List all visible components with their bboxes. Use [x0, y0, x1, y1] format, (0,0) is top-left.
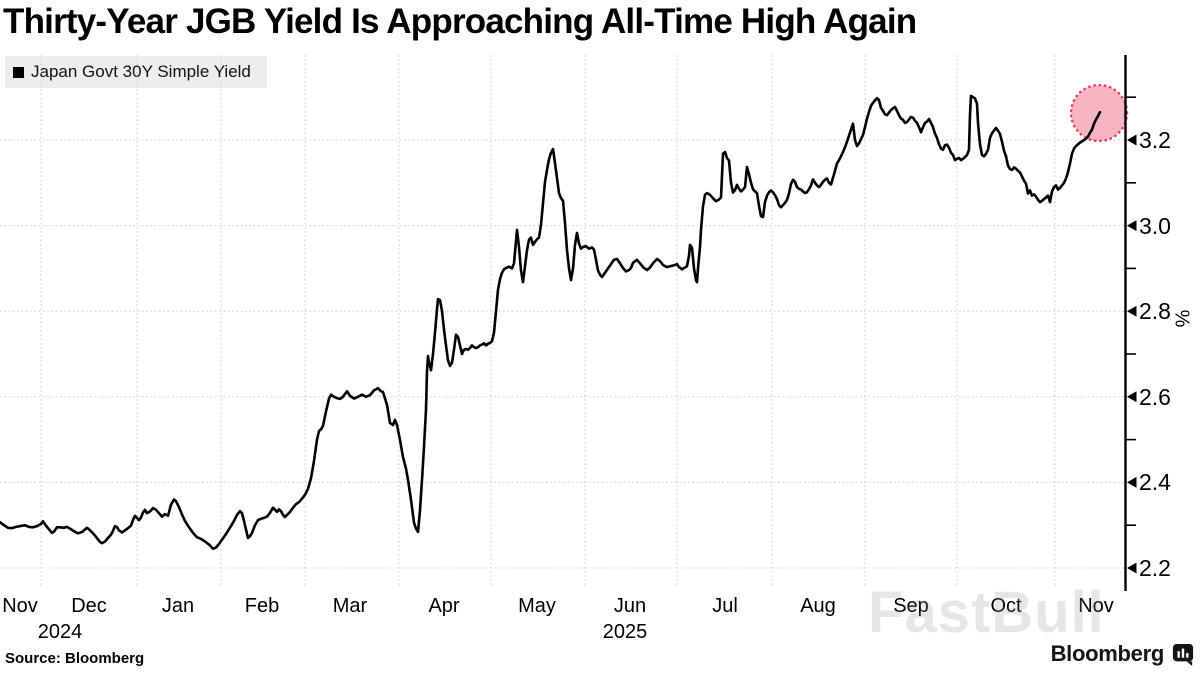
- x-axis-month-label: May: [518, 595, 556, 617]
- x-axis-month-label: Nov: [2, 595, 38, 617]
- y-tick-label: 2.6: [1139, 384, 1171, 410]
- y-tick-label: 2.4: [1139, 469, 1171, 495]
- bloomberg-bars-bubble-icon: [1172, 643, 1194, 666]
- x-axis-month-label: Sep: [893, 595, 929, 617]
- x-axis-month-label: Nov: [1078, 595, 1114, 617]
- y-tick-arrow-icon: [1127, 391, 1137, 403]
- x-axis-month-label: Apr: [428, 595, 460, 617]
- y-tick-label: 2.8: [1139, 298, 1171, 324]
- y-tick-label: 2.2: [1139, 555, 1171, 581]
- legend-swatch-icon: [13, 66, 24, 78]
- x-axis-month-label: Mar: [332, 595, 368, 617]
- x-axis-month-label: Aug: [800, 595, 836, 617]
- y-axis-unit-label: %: [1170, 309, 1193, 328]
- y-tick-arrow-icon: [1127, 220, 1137, 232]
- bloomberg-logo: Bloomberg: [1051, 641, 1194, 667]
- x-axis-year-label: 2024: [37, 621, 83, 643]
- source-attribution: Source: Bloomberg: [5, 650, 145, 667]
- page-title: Thirty-Year JGB Yield Is Approaching All…: [3, 2, 917, 41]
- y-axis-line: [1124, 55, 1127, 591]
- y-tick-label: 3.2: [1139, 127, 1171, 153]
- x-axis-year-label: 2025: [602, 621, 648, 643]
- bloomberg-wordmark: Bloomberg: [1050, 641, 1165, 666]
- y-tick-arrow-icon: [1127, 305, 1137, 317]
- yield-line: [0, 94, 1102, 551]
- legend-label: Japan Govt 30Y Simple Yield: [31, 62, 251, 81]
- x-axis-month-label: Oct: [990, 595, 1022, 617]
- y-tick-arrow-icon: [1127, 134, 1137, 146]
- y-tick-label: 3.0: [1139, 213, 1171, 239]
- x-axis-month-label: Jul: [712, 595, 738, 617]
- x-axis-month-label: Jun: [613, 595, 647, 617]
- x-axis-month-label: Feb: [244, 595, 280, 617]
- y-tick-arrow-icon: [1127, 562, 1137, 574]
- legend: Japan Govt 30Y Simple Yield: [5, 56, 267, 88]
- x-axis-month-label: Jan: [161, 595, 195, 617]
- x-axis-month-label: Dec: [71, 595, 107, 617]
- y-tick-arrow-icon: [1127, 476, 1137, 488]
